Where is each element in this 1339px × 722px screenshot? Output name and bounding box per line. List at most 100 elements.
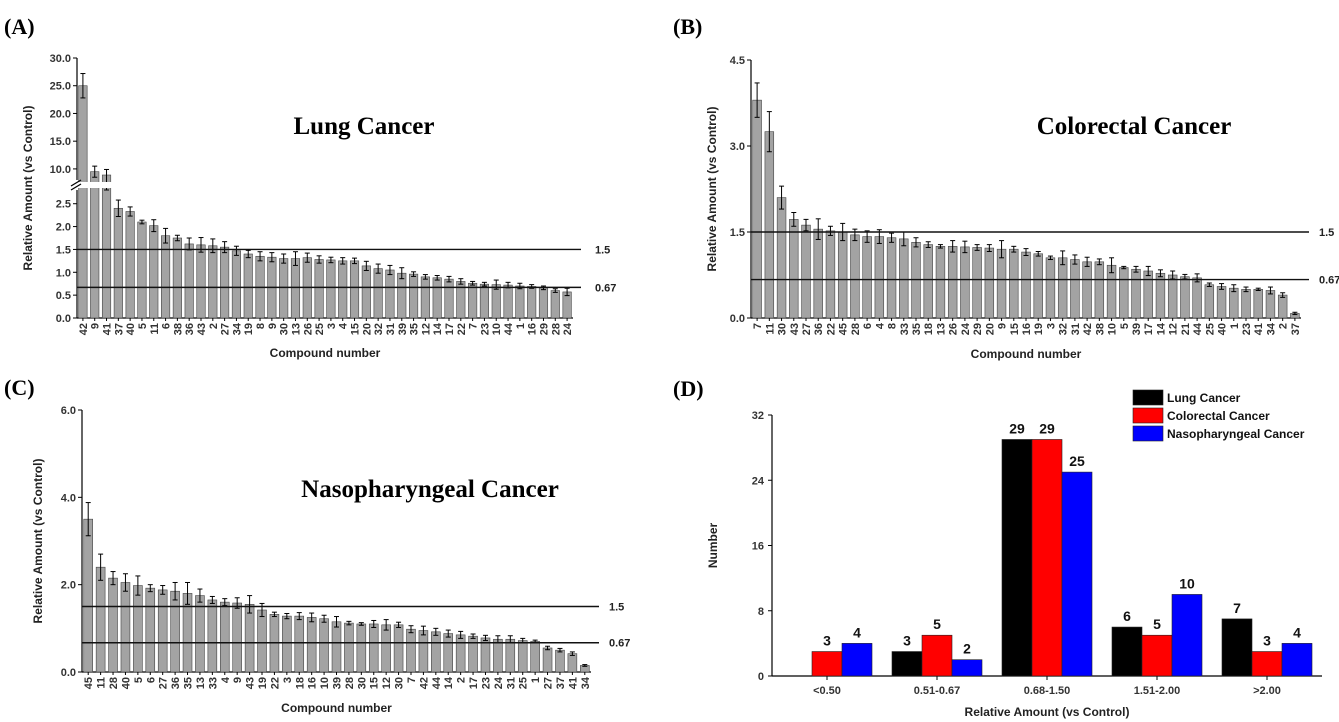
panel-b-bar (1094, 261, 1105, 319)
panel-c-x-tick-label: 36 (170, 677, 182, 689)
panel-b-bar (972, 247, 982, 319)
panel-d-data-label: 10 (1179, 575, 1195, 591)
panel-b-bar (1167, 274, 1178, 319)
panel-b-bar (874, 236, 885, 319)
panel-b-x-tick-label: 29 (972, 323, 984, 335)
panel-c-bar (418, 630, 429, 673)
panel-b-bar (1045, 257, 1056, 319)
panel-b-bar (837, 231, 848, 319)
panel-a-bar (90, 171, 100, 319)
panel-b-bar (935, 246, 946, 319)
panel-a-x-tick-label: 39 (397, 323, 409, 335)
panel-b-bar (996, 248, 1007, 319)
panel-d-bar-2 (841, 643, 873, 677)
panel-a-bar (314, 259, 324, 319)
panel-a-chart-title: Lung Cancer (294, 113, 435, 140)
panel-b-chart-title: Colorectal Cancer (1037, 113, 1232, 140)
panel-c-x-tick-label: 16 (307, 677, 319, 689)
panel-c-bar (368, 623, 379, 673)
panel-a-x-tick-label: 23 (479, 323, 491, 335)
panel-b-bar (789, 219, 799, 319)
panel-a-bar (208, 245, 218, 319)
panel-d-legend-label: Lung Cancer (1167, 391, 1241, 405)
panel-b-reference-label: 1.5 (1319, 227, 1334, 239)
panel-b-x-tick-label: 25 (1204, 323, 1216, 335)
panel-a-y-tick-label: 2.0 (56, 222, 71, 234)
panel-c-x-tick-label: 25 (518, 677, 530, 689)
panel-c-x-tick-label: 11 (96, 677, 108, 689)
panel-b-y-tick-label: 4.5 (730, 55, 745, 67)
panel-d-bar-1 (1141, 634, 1173, 677)
panel-c-bar (319, 618, 329, 673)
panel-b-x-tick-label: 43 (789, 323, 801, 335)
panel-d-y-tick-label: 32 (752, 410, 764, 422)
panel-c-bar (344, 622, 354, 673)
panel-b-bar (1180, 276, 1190, 319)
panel-a-x-tick-label: 26 (302, 323, 314, 335)
panel-a-bar (420, 276, 430, 319)
panel-c-x-tick-label: 35 (183, 677, 195, 689)
panel-d-x-tick-label: 1.51-2.00 (1134, 685, 1180, 697)
panel-c-bar (306, 617, 317, 673)
panel-c-x-tick-label: 22 (269, 677, 281, 689)
panel-a-x-tick-label: 34 (231, 322, 243, 335)
panel-d-y-tick-label: 0 (758, 671, 764, 683)
panel-a-x-tick-label: 32 (373, 323, 385, 335)
panel-a-x-tick-label: 40 (125, 323, 137, 335)
panel-a-bar (161, 235, 171, 319)
panel-c-bar (120, 582, 131, 673)
panel-c-bar (468, 635, 478, 673)
panel-a-reference-label: 1.5 (595, 244, 610, 256)
panel-d-data-label: 6 (1123, 608, 1131, 624)
panel-c-bar (331, 621, 342, 673)
panel-d-y-axis-label: Number (706, 523, 720, 569)
panel-a-x-tick-label: 13 (290, 323, 302, 335)
panel-a-bar (468, 282, 478, 319)
panel-b-x-tick-label: 45 (838, 323, 850, 335)
panel-c-y-tick-label: 2.0 (61, 580, 76, 592)
panel-a-x-tick-label: 5 (137, 323, 149, 329)
panel-c-x-tick-label: 34 (580, 676, 592, 689)
panel-a-x-tick-label: 14 (432, 322, 444, 335)
panel-c-bar (555, 649, 565, 673)
panel-b-y-tick-label: 0.0 (730, 313, 745, 325)
panel-c-bar (505, 638, 516, 673)
panel-b-x-tick-label: 8 (887, 323, 899, 329)
panel-c-x-tick-label: 45 (83, 677, 95, 689)
panel-d-y-tick-label: 8 (758, 606, 764, 618)
panel-b-x-tick-label: 7 (752, 323, 764, 329)
panel-c-x-tick-label: 6 (145, 677, 157, 683)
panel-c-x-tick-label: 39 (332, 677, 344, 689)
panel-a-y-tick-label: 30.0 (50, 53, 71, 65)
panel-c-bar (282, 615, 292, 673)
panel-a-bar (326, 259, 336, 319)
panel-b-bar (984, 247, 995, 319)
panel-a-bar (78, 85, 88, 319)
panel-b-bar (1119, 267, 1129, 319)
panel-b-x-tick-label: 35 (911, 323, 923, 335)
panel-c-y-tick-label: 0.0 (61, 667, 76, 679)
panel-b-bar (1082, 261, 1092, 319)
panel-b-x-tick-label: 41 (1253, 323, 1265, 335)
panel-a-y-tick-label: 10.0 (50, 164, 71, 176)
panel-c-bar (393, 624, 404, 673)
panel-b-x-tick-label: 11 (764, 323, 776, 335)
panel-a-x-tick-label: 27 (220, 323, 232, 335)
panel-d-legend-swatch (1132, 407, 1164, 424)
panel-c-x-tick-label: 13 (195, 677, 207, 689)
panel-a-bar (373, 268, 383, 319)
panel-c-x-tick-label: 12 (381, 677, 393, 689)
panel-a-x-tick-label: 17 (444, 323, 456, 335)
panel-a-x-tick-label: 9 (267, 323, 279, 329)
panel-b-x-tick-label: 31 (1070, 323, 1082, 335)
panel-a-x-tick-label: 44 (503, 322, 515, 335)
panel-a-x-tick-label: 20 (361, 323, 373, 335)
panel-c-bar (95, 566, 106, 673)
panel-c-x-tick-label: 1 (530, 677, 542, 683)
panel-c-x-tick-label: 3 (282, 677, 294, 683)
panel-c-x-tick-label: 33 (207, 677, 219, 689)
panel-b-bar (1192, 277, 1202, 319)
panel-d-y-tick-label: 24 (752, 475, 765, 487)
panel-a-x-tick-label: 19 (243, 323, 255, 335)
